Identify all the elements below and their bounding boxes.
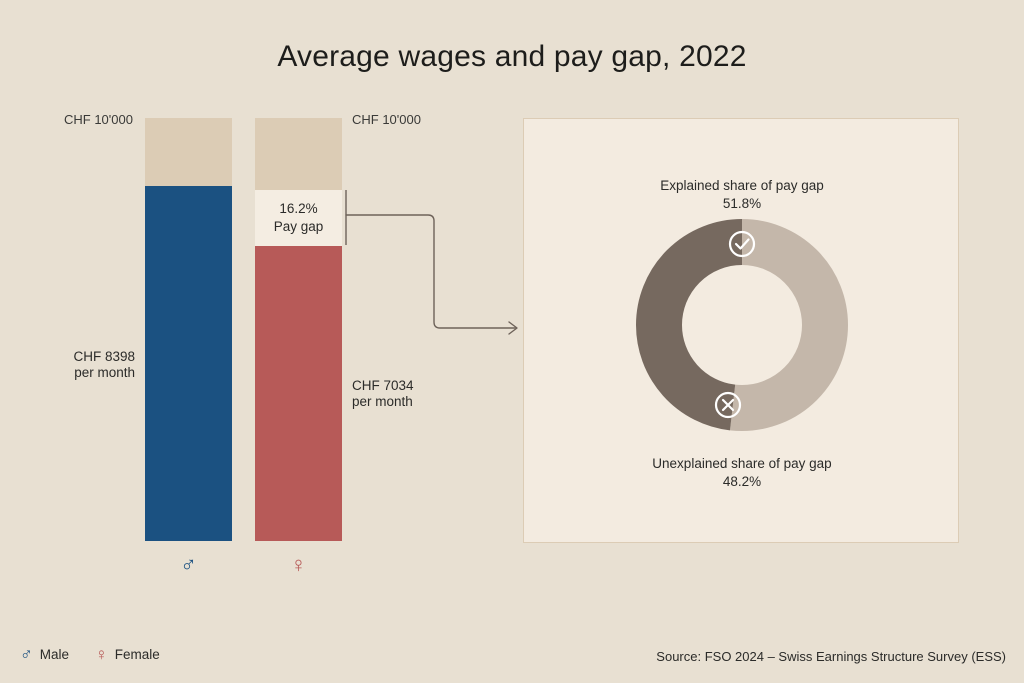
female-symbol-icon: ♀ xyxy=(290,552,307,577)
unexplained-label: Unexplained share of pay gap xyxy=(652,456,832,471)
connector-arrow xyxy=(345,190,518,335)
donut-slice-unexplained xyxy=(636,219,848,431)
value-label-female-period: per month xyxy=(352,394,413,409)
paygap-breakdown-panel: Explained share of pay gap 51.8% xyxy=(523,118,959,543)
value-label-female-amount: CHF 7034 xyxy=(352,378,414,393)
value-label-male: CHF 8398 per month xyxy=(20,349,135,381)
bar-track-female xyxy=(255,118,342,541)
scale-label-left: CHF 10'000 xyxy=(64,112,133,127)
check-circle-icon xyxy=(728,230,756,258)
legend: ♂ Male ♀ Female xyxy=(20,646,160,663)
page-title: Average wages and pay gap, 2022 xyxy=(277,40,747,73)
explained-caption: Explained share of pay gap 51.8% xyxy=(524,177,960,213)
male-symbol-icon: ♂ xyxy=(20,645,33,664)
pay-gap-callout: 16.2% Pay gap xyxy=(255,190,342,246)
value-label-male-period: per month xyxy=(74,365,135,380)
donut-chart xyxy=(636,219,848,431)
legend-item-male: ♂ Male xyxy=(20,646,69,663)
explained-label: Explained share of pay gap xyxy=(660,178,824,193)
bar-track-male xyxy=(145,118,232,541)
legend-label-female: Female xyxy=(114,647,160,662)
legend-item-female: ♀ Female xyxy=(95,646,160,663)
female-symbol-icon: ♀ xyxy=(95,645,108,664)
unexplained-caption: Unexplained share of pay gap 48.2% xyxy=(524,455,960,491)
bar-fill-female xyxy=(255,244,342,541)
unexplained-percent: 48.2% xyxy=(722,474,762,489)
legend-label-male: Male xyxy=(39,647,70,662)
x-circle-icon xyxy=(714,391,742,419)
source-note: Source: FSO 2024 – Swiss Earnings Struct… xyxy=(656,649,1006,664)
value-label-female: CHF 7034 per month xyxy=(352,378,414,410)
pay-gap-label: Pay gap xyxy=(273,219,324,234)
scale-label-right: CHF 10'000 xyxy=(352,112,421,127)
pay-gap-percent: 16.2% xyxy=(279,201,318,216)
male-symbol-icon: ♂ xyxy=(180,552,197,577)
bar-fill-male xyxy=(145,186,232,541)
value-label-male-amount: CHF 8398 xyxy=(73,349,135,364)
explained-percent: 51.8% xyxy=(722,196,762,211)
